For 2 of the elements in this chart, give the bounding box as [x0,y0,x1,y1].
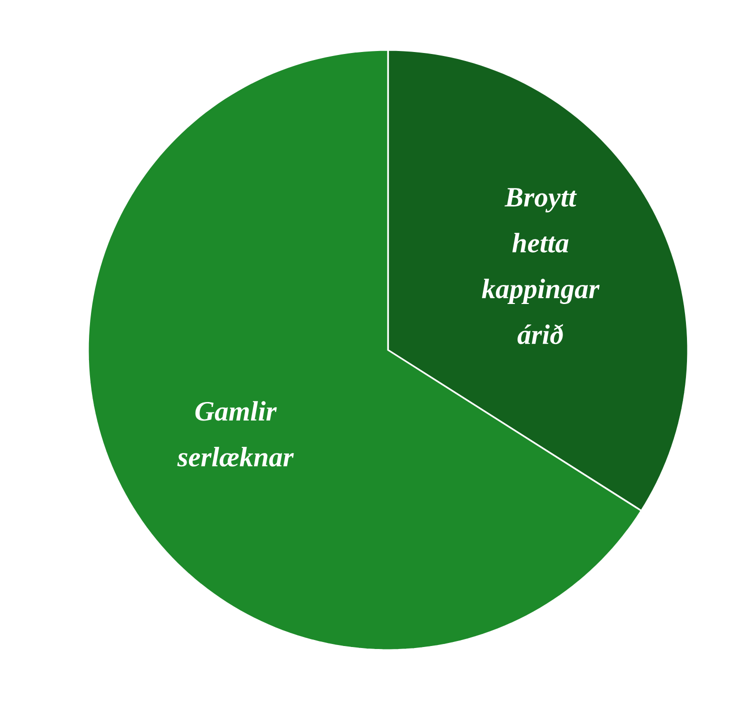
slice-label: Broytt hetta kappingar árið [482,188,600,344]
slice-label: Gamlir serlæknar [177,401,294,467]
